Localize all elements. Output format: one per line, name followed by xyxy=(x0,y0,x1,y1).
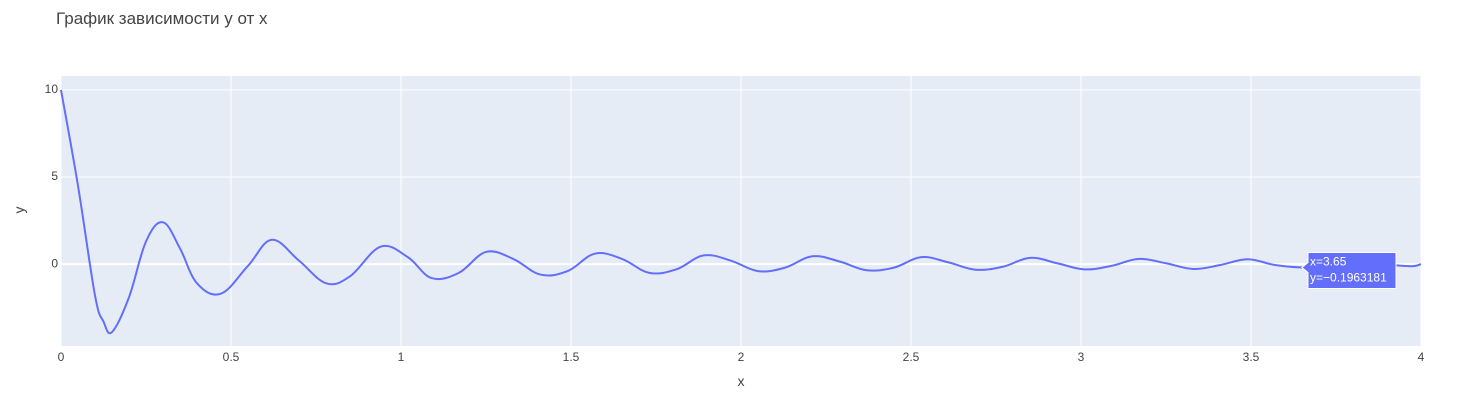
hover-tooltip: x=3.65 y=−0.1963181 xyxy=(1301,252,1397,290)
hover-y-value: y=−0.1963181 xyxy=(1310,271,1387,285)
x-tick-label: 3.5 xyxy=(1243,350,1260,364)
y-axis-ticks: 0 5 10 xyxy=(45,82,59,270)
grid-lines xyxy=(60,76,1422,346)
chart-title: График зависимости y от x xyxy=(56,9,268,28)
hover-box xyxy=(1301,252,1397,290)
x-tick-label: 2.5 xyxy=(903,350,920,364)
x-tick-label: 0.5 xyxy=(223,350,240,364)
x-tick-label: 2 xyxy=(738,350,745,364)
x-axis-title: x xyxy=(738,373,745,389)
y-tick-label: 5 xyxy=(51,169,58,183)
y-axis-title: y xyxy=(11,207,27,214)
x-tick-label: 0 xyxy=(58,350,65,364)
x-tick-label: 1 xyxy=(398,350,405,364)
y-tick-label: 10 xyxy=(45,82,59,96)
y-tick-label: 0 xyxy=(51,256,58,270)
series-line xyxy=(60,89,1422,335)
hover-x-value: x=3.65 xyxy=(1310,255,1347,269)
x-tick-label: 3 xyxy=(1078,350,1085,364)
x-tick-label: 1.5 xyxy=(563,350,580,364)
x-axis-ticks: 0 0.5 1 1.5 2 2.5 3 3.5 4 xyxy=(58,350,1425,364)
x-tick-label: 4 xyxy=(1418,350,1425,364)
